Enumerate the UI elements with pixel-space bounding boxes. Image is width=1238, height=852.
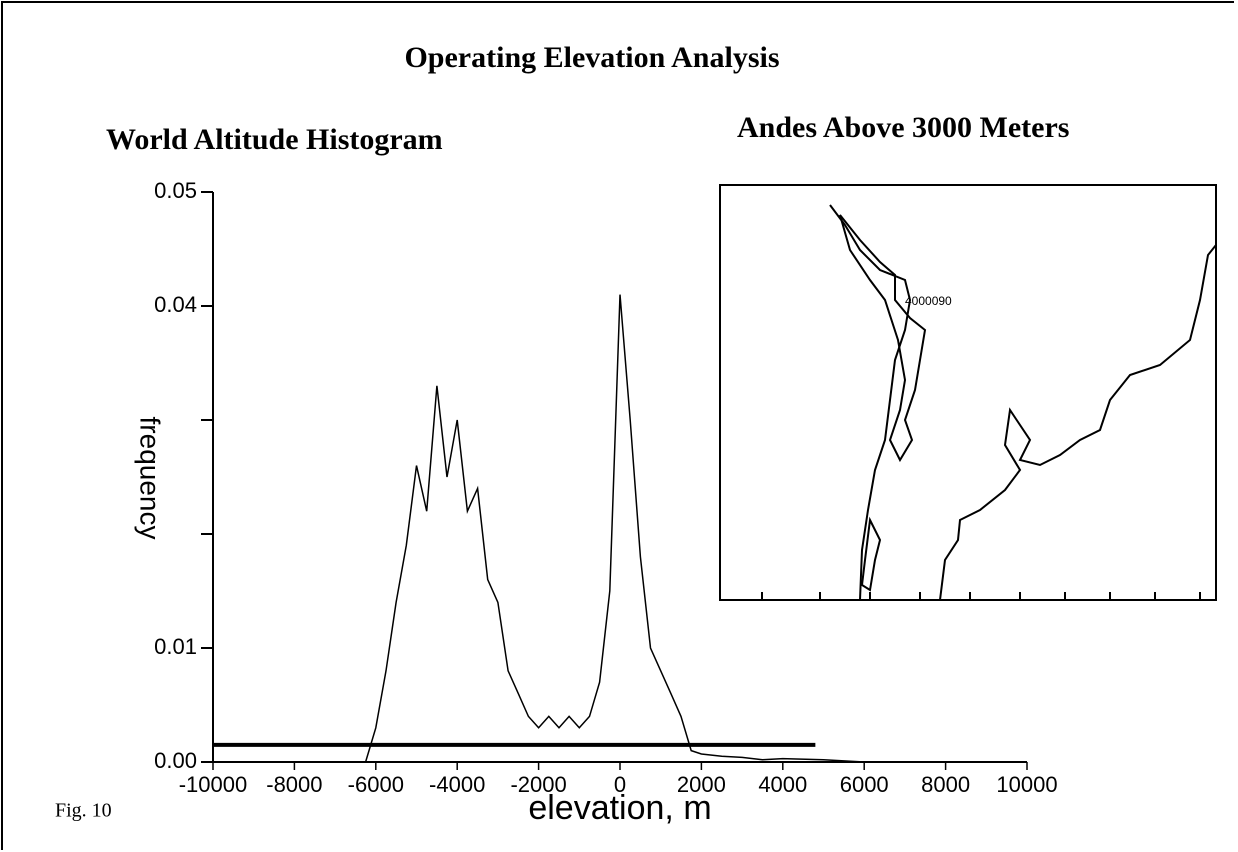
contour-3000 — [839, 214, 927, 463]
map-title: Andes Above 3000 Meters — [737, 111, 1069, 144]
contour-label: 4000090 — [905, 294, 952, 308]
page-title: Operating Elevation Analysis — [404, 41, 779, 74]
chart-title: World Altitude Histogram — [106, 123, 443, 156]
y-tick-label: 0.00 — [154, 748, 197, 773]
map: 4000090 — [719, 184, 1217, 601]
histogram-line — [355, 294, 865, 763]
y-tick-label: 0.01 — [154, 634, 197, 659]
x-tick-label: 4000 — [758, 772, 807, 797]
x-tick-label: -2000 — [510, 772, 566, 797]
x-tick-label: 10000 — [996, 772, 1057, 797]
y-tick-label: 0.05 — [154, 178, 197, 203]
x-tick-label: 2000 — [677, 772, 726, 797]
map-ticks — [761, 592, 1201, 600]
x-axis-label: elevation, m — [528, 789, 711, 827]
y-tick-label: 0.04 — [154, 292, 197, 317]
fig-label: Fig. 10 — [55, 800, 112, 822]
x-tick-label: -10000 — [179, 772, 248, 797]
west-coast — [829, 204, 912, 601]
east-coast — [939, 244, 1217, 601]
x-tick-label: 6000 — [840, 772, 889, 797]
x-tick-label: 8000 — [921, 772, 970, 797]
x-tick-label: -6000 — [348, 772, 404, 797]
x-tick-label: 0 — [614, 772, 626, 797]
contour-south — [860, 516, 882, 592]
map-frame — [719, 184, 1217, 601]
x-tick-label: -8000 — [266, 772, 322, 797]
y-axis-label: frequency — [135, 417, 166, 540]
x-tick-label: -4000 — [429, 772, 485, 797]
